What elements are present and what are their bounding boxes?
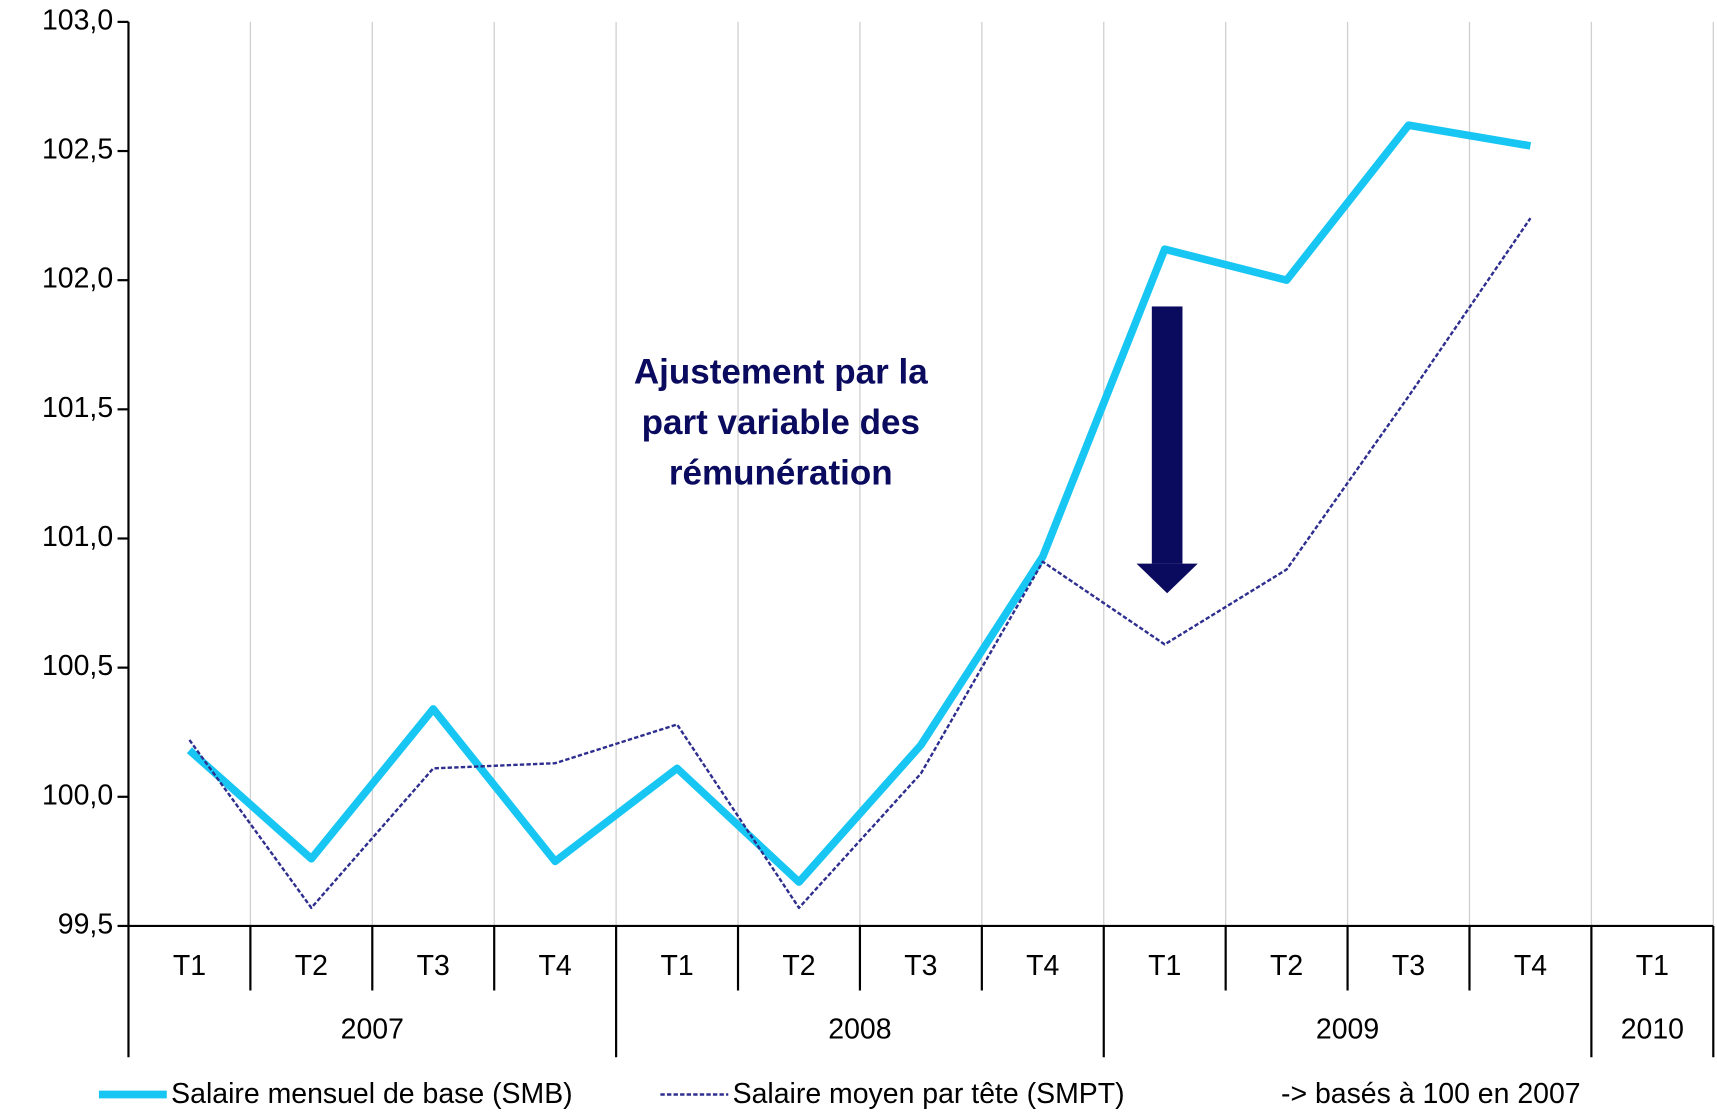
- y-tick-label: 103,0: [42, 4, 113, 36]
- x-tick-label: T1: [1636, 950, 1669, 982]
- y-tick-label: 100,5: [42, 650, 113, 682]
- x-tick-label: T1: [660, 950, 693, 982]
- x-tick-label: T2: [295, 950, 328, 982]
- x-tick-label: T4: [539, 950, 572, 982]
- annotation: rémunération: [669, 453, 893, 492]
- annotation: part variable des: [642, 403, 920, 442]
- x-tick-label: T4: [1026, 950, 1059, 982]
- x-group-label: 2007: [341, 1014, 404, 1046]
- x-tick-label: T2: [1270, 950, 1303, 982]
- y-tick-label: 100,0: [42, 779, 113, 811]
- y-tick-label: 102,5: [42, 134, 113, 166]
- x-tick-label: T4: [1514, 950, 1547, 982]
- y-tick-label: 101,5: [42, 392, 113, 424]
- y-tick-label: 101,0: [42, 521, 113, 553]
- y-tick-label: 99,5: [58, 908, 113, 940]
- x-tick-label: T1: [1148, 950, 1181, 982]
- y-tick-label: 102,0: [42, 263, 113, 295]
- series-line: [186, 121, 1532, 886]
- annotation: Ajustement par la: [634, 353, 928, 392]
- x-group-label: 2010: [1621, 1014, 1684, 1046]
- series-line: [188, 217, 1532, 910]
- x-tick-label: T2: [782, 950, 815, 982]
- annotation-arrow: [1136, 306, 1198, 594]
- x-group-label: 2008: [828, 1014, 891, 1046]
- x-tick-label: T1: [173, 950, 206, 982]
- note: -> basés à 100 en 2007: [1281, 1078, 1581, 1110]
- x-tick-label: T3: [1392, 950, 1425, 982]
- legend-label: Salaire moyen par tête (SMPT): [733, 1078, 1125, 1110]
- x-tick-label: T3: [904, 950, 937, 982]
- x-tick-label: T3: [417, 950, 450, 982]
- legend-label: Salaire mensuel de base (SMB): [171, 1078, 572, 1110]
- x-group-label: 2009: [1316, 1014, 1379, 1046]
